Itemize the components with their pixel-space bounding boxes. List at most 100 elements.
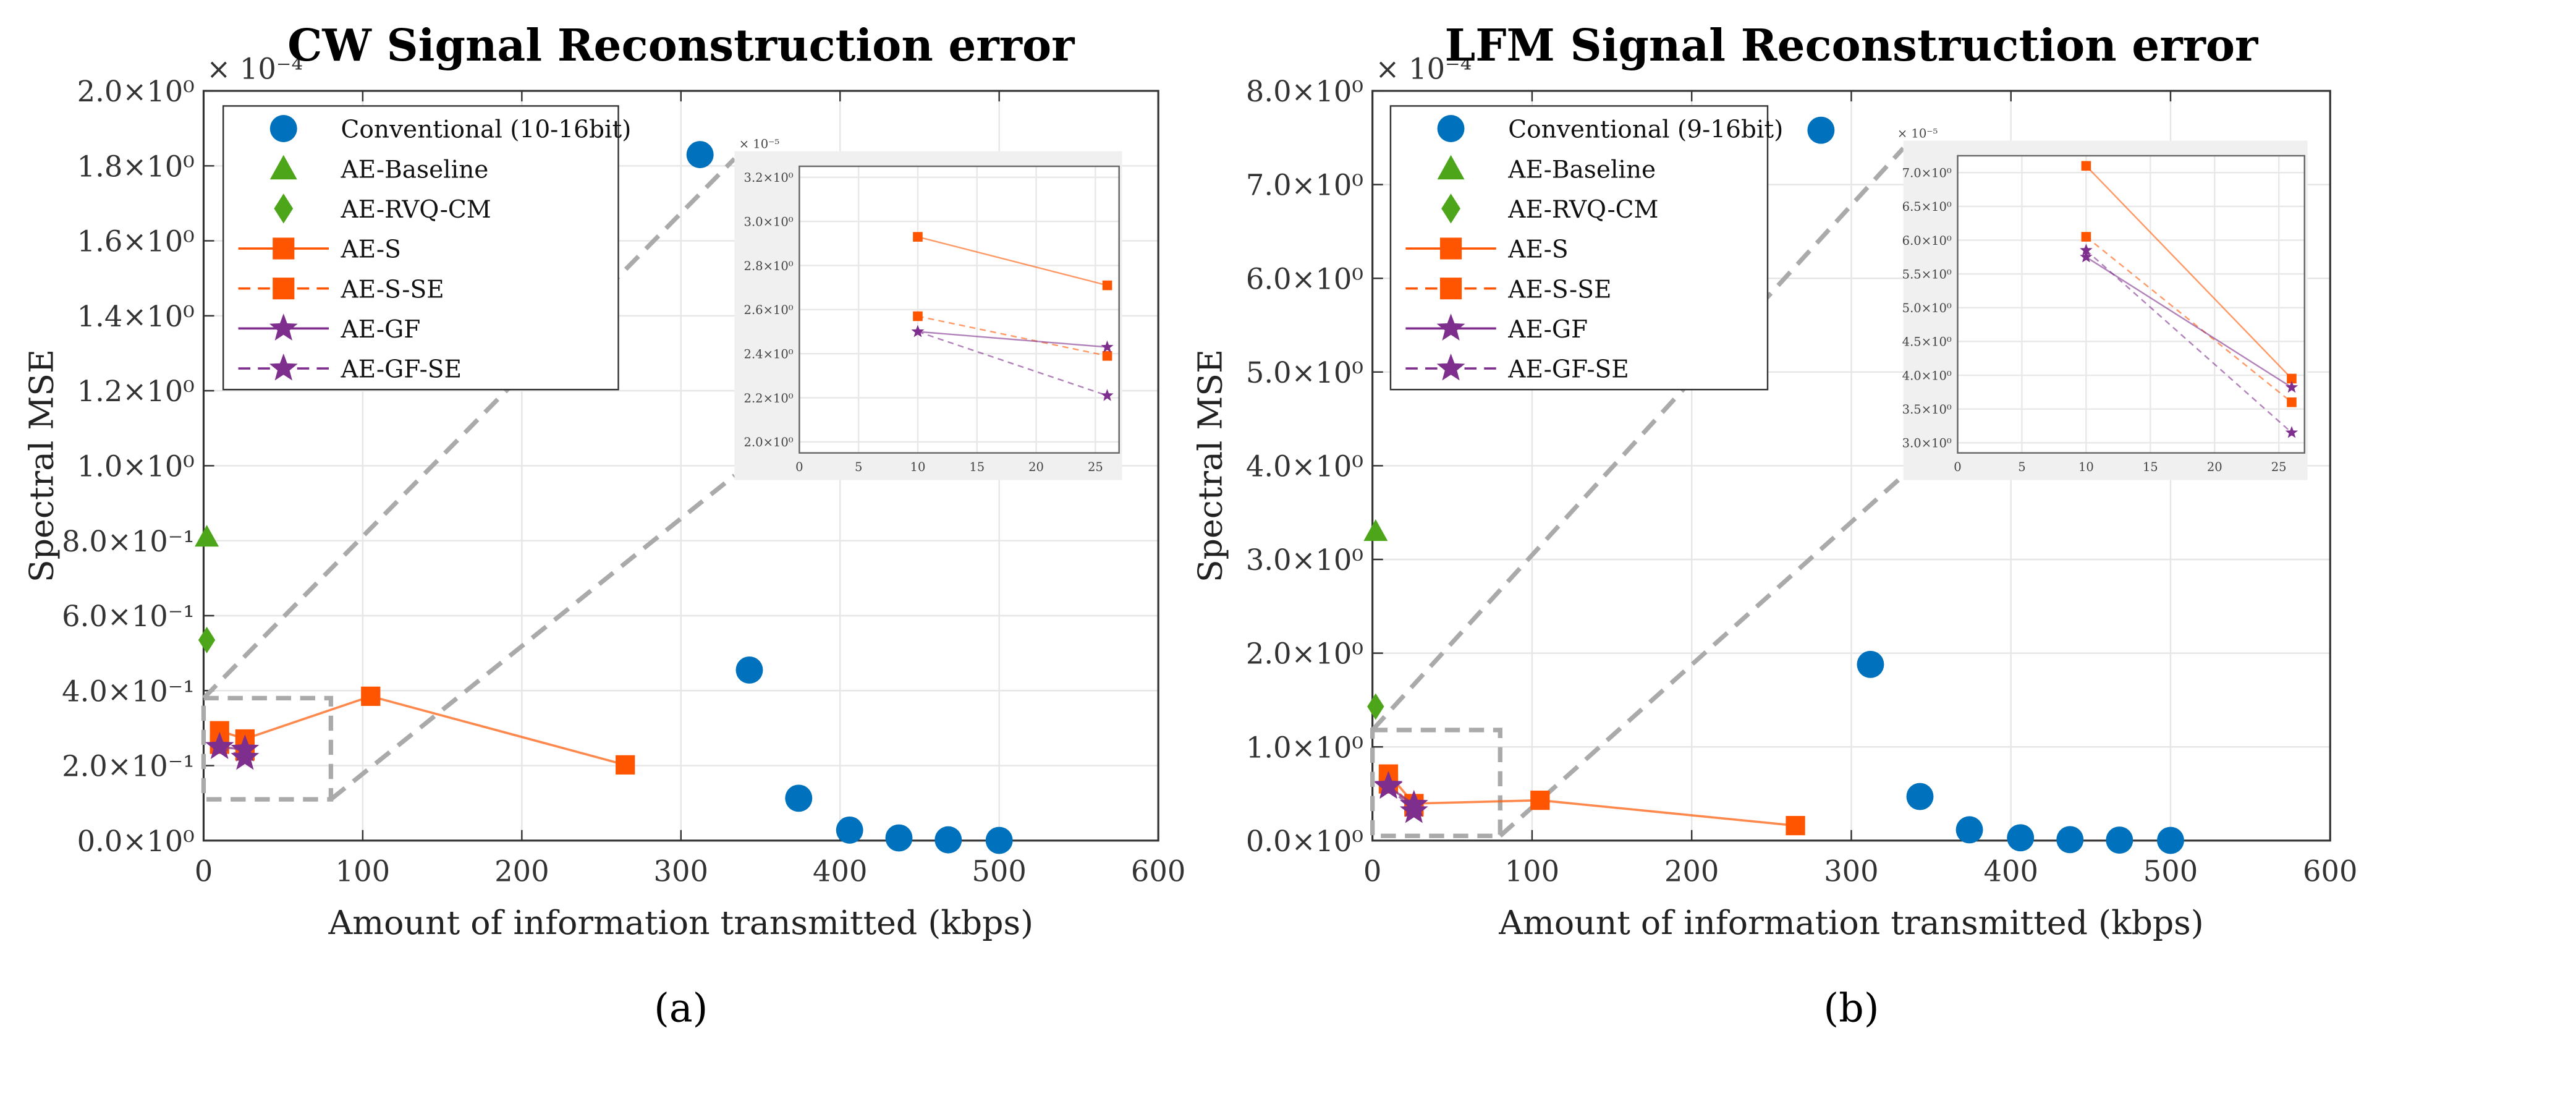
zoom-connector-line	[201, 157, 737, 700]
inset-data-point	[2081, 232, 2091, 242]
inset-y-tick-label: 2.0×10⁰	[744, 435, 794, 449]
legend-marker	[269, 313, 298, 341]
chart-panel-b: 0 100 200 300 400 500 6000.0×10⁰1.0×10⁰2.0×10⁰…	[1191, 20, 2358, 1030]
data-point	[686, 141, 714, 169]
legend-marker	[269, 155, 297, 180]
zoom-connector-line	[1498, 474, 1905, 838]
legend-label: AE-GF-SE	[1507, 356, 1629, 384]
inset-data-point	[2285, 426, 2298, 438]
legend-marker	[273, 237, 295, 260]
data-point	[2056, 826, 2084, 854]
data-point	[616, 755, 635, 775]
panel-label: (b)	[1823, 985, 1879, 1031]
series-line	[1388, 773, 1796, 827]
y-tick-label: 8.0×10⁰	[1246, 75, 1363, 108]
inset-y-tick-label: 3.0×10⁰	[744, 215, 794, 229]
legend-marker	[273, 278, 295, 300]
legend-marker	[269, 115, 297, 142]
legend-label: AE-S	[1507, 236, 1568, 264]
data-point	[1399, 796, 1428, 823]
legend-marker	[269, 353, 298, 381]
chart-title: CW Signal Reconstruction error	[287, 20, 1075, 71]
inset-series-ae-s	[2081, 161, 2297, 384]
legend-marker	[1436, 313, 1465, 341]
inset-x-tick-label: 10	[910, 460, 926, 474]
zoom-connector-line	[1370, 147, 1905, 732]
inset-data-point	[2081, 161, 2091, 171]
inset-series-line	[2085, 165, 2292, 380]
inset-x-tick-label: 15	[969, 460, 985, 474]
legend-label: AE-Baseline	[1507, 156, 1656, 184]
y-tick-label: 6.0×10⁻¹	[62, 600, 195, 633]
y-tick-label: 4.0×10⁻¹	[62, 674, 195, 708]
inset-y-multiplier: × 10⁻⁵	[1897, 127, 1938, 141]
inset-data-point	[1102, 350, 1112, 361]
legend-label: AE-GF	[341, 316, 421, 344]
inset-y-tick-label: 4.5×10⁰	[1902, 335, 1952, 349]
inset-y-tick-label: 3.5×10⁰	[1902, 402, 1952, 417]
legend-label: AE-RVQ-CM	[341, 196, 491, 224]
data-point	[1786, 815, 1805, 836]
y-tick-label: 1.0×10⁰	[77, 450, 195, 483]
x-tick-label: 300	[654, 855, 709, 888]
inset-y-tick-label: 6.5×10⁰	[1902, 200, 1952, 214]
series-ae-gf-se	[1374, 771, 1428, 823]
data-point	[1906, 783, 1934, 810]
inset-data-point	[2080, 244, 2093, 256]
data-point	[985, 826, 1013, 854]
y-axis-label: Spectral MSE	[22, 349, 61, 582]
inset-y-tick-label: 6.0×10⁰	[1902, 234, 1952, 248]
inset-plot-area	[1957, 155, 2305, 453]
x-tick-label: 0	[1363, 855, 1382, 888]
series-conventional-10-16bit-	[686, 141, 1013, 854]
inset-axes-box	[1957, 155, 2305, 454]
data-point	[1807, 116, 1835, 144]
legend-label: AE-S-SE	[1507, 276, 1611, 304]
legend-marker	[1436, 353, 1465, 381]
inset-x-tick-label: 0	[795, 460, 803, 474]
zoom-connector-line	[329, 474, 736, 801]
inset-data-point	[2285, 381, 2298, 393]
y-tick-label: 4.0×10⁰	[1246, 450, 1363, 483]
inset-y-tick-label: 3.2×10⁰	[744, 171, 794, 185]
y-tick-label: 1.8×10⁰	[77, 150, 195, 183]
inset-series-ae-s-se	[2081, 232, 2297, 407]
y-tick-label: 6.0×10⁰	[1246, 262, 1363, 295]
x-tick-label: 100	[1505, 855, 1560, 888]
series-ae-baseline	[195, 525, 219, 547]
inset-y-tick-label: 5.5×10⁰	[1902, 267, 1952, 281]
data-point	[195, 525, 219, 547]
inset-series-ae-gf	[2080, 250, 2298, 393]
inset-y-multiplier: × 10⁻⁵	[739, 137, 780, 151]
legend-marker	[1439, 278, 1462, 300]
inset-y-tick-label: 2.4×10⁰	[744, 347, 794, 362]
series-conventional-9-16bit-	[1807, 116, 2184, 854]
y-tick-label: 1.4×10⁰	[77, 300, 195, 333]
inset-series-ae-s	[913, 232, 1112, 291]
inset-series-line	[2085, 236, 2292, 403]
inset-y-tick-label: 4.0×10⁰	[1902, 368, 1952, 383]
data-point	[2106, 826, 2133, 854]
inset-data-point	[2287, 373, 2297, 384]
x-tick-label: 500	[972, 855, 1026, 888]
data-point	[1367, 693, 1384, 720]
inset-series-ae-gf-se	[911, 325, 1114, 401]
inset-series-ae-s-se	[913, 311, 1112, 361]
inset-data-point	[1101, 340, 1114, 353]
inset-y-tick-label: 2.2×10⁰	[744, 391, 794, 406]
inset-data-point	[911, 325, 925, 338]
inset-data-point	[2080, 250, 2093, 263]
y-tick-label: 0.0×10⁰	[77, 825, 195, 858]
y-tick-label: 3.0×10⁰	[1246, 543, 1363, 577]
x-tick-label: 0	[195, 855, 213, 888]
inset-series-line	[917, 315, 1108, 357]
legend: Conventional (10-16bit) AE-Baseline AE-RVQ…	[222, 105, 631, 391]
y-tick-label: 1.0×10⁰	[1246, 731, 1363, 764]
data-point	[2007, 824, 2035, 852]
x-tick-label: 100	[336, 855, 391, 888]
data-point	[205, 732, 234, 759]
data-point	[785, 784, 813, 812]
inset-axes-box	[799, 165, 1120, 454]
x-tick-label: 200	[1664, 855, 1719, 888]
zoom-region-box	[201, 695, 334, 802]
